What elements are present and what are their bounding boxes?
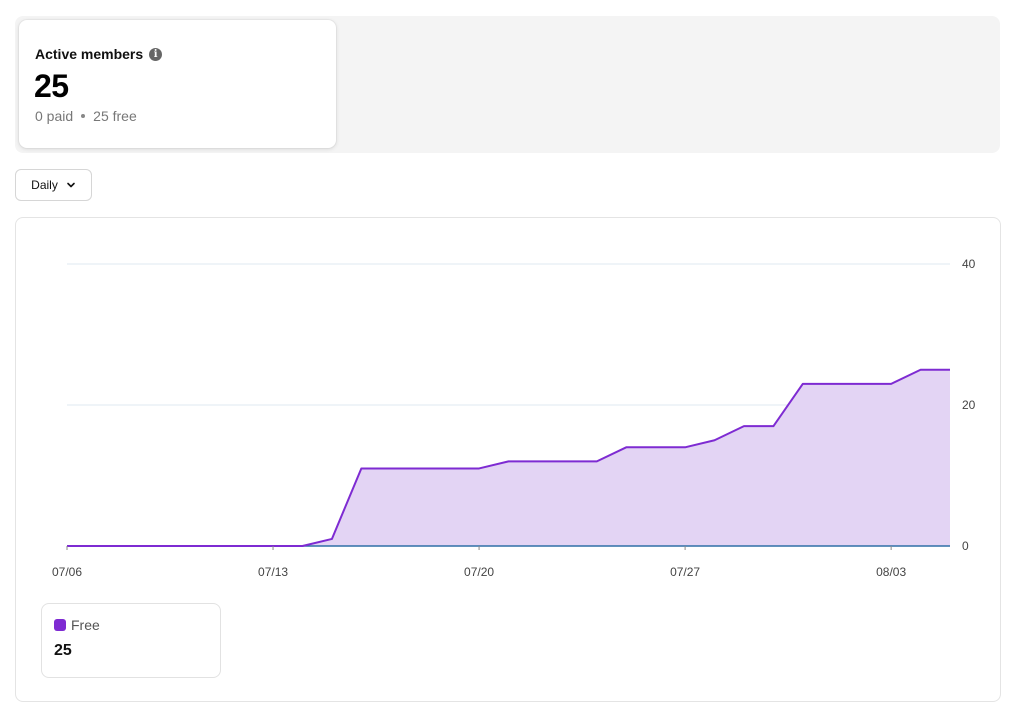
x-tick-label: 07/06 — [52, 565, 82, 579]
members-chart: 0 20 40 07/06 07/13 07/20 07/27 08/03 — [52, 257, 976, 579]
active-members-card: Active members i 25 0 paid 25 free — [19, 20, 336, 148]
y-tick-label: 20 — [962, 398, 976, 412]
stat-title: Active members i — [35, 46, 163, 62]
free-count: 25 free — [93, 108, 137, 124]
legend-card: Free 25 — [41, 603, 221, 678]
series-area-free — [67, 369, 950, 546]
x-tick-label: 08/03 — [876, 565, 906, 579]
y-tick-label: 0 — [962, 539, 969, 553]
chart-panel: 0 20 40 07/06 07/13 07/20 07/27 08/03 Free 25 — [15, 217, 1001, 702]
period-select-label: Daily — [31, 178, 58, 192]
stat-breakdown: 0 paid 25 free — [35, 108, 137, 124]
stat-value: 25 — [34, 68, 69, 104]
y-tick-label: 40 — [962, 257, 976, 271]
series-line-free — [67, 368, 950, 547]
separator-dot — [81, 114, 86, 118]
x-tick-label: 07/13 — [258, 565, 288, 579]
info-icon[interactable]: i — [149, 47, 163, 61]
stat-title-text: Active members — [35, 46, 144, 62]
period-select[interactable]: Daily — [15, 169, 92, 201]
x-tick-label: 07/27 — [670, 565, 700, 579]
legend-value: 25 — [54, 642, 72, 659]
x-tick-label: 07/20 — [464, 565, 494, 579]
legend-swatch — [54, 619, 66, 631]
paid-count: 0 paid — [35, 108, 74, 124]
legend-name: Free — [71, 617, 100, 633]
chevron-down-icon — [67, 182, 75, 188]
